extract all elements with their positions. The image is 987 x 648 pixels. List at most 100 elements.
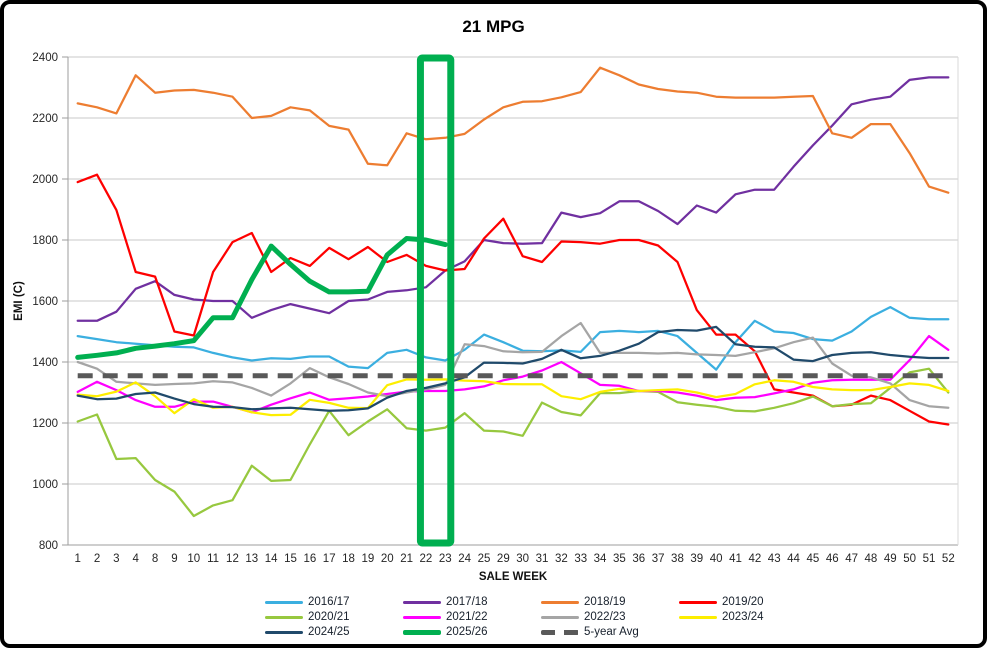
x-tick-label: 39 (690, 553, 703, 565)
legend-label: 2023/24 (722, 611, 764, 623)
x-tick-label: 18 (342, 553, 355, 565)
series-line-2019-20[interactable] (76, 173, 950, 426)
series-line-2018-19[interactable] (76, 66, 950, 194)
x-tick-label: 52 (942, 553, 955, 565)
gridlines: 800 1000 1200 1400 1600 1800 2000 2200 2400 (32, 52, 958, 552)
x-tick-label: 13 (245, 553, 258, 565)
legend-item-2021-22[interactable]: 2021/22 (403, 610, 488, 624)
series-line-2022-23[interactable] (76, 321, 950, 409)
legend-item-2019-20[interactable]: 2019/20 (679, 595, 764, 609)
chart-title: 21 MPG (462, 17, 525, 36)
legend-label: 5-year Avg (584, 626, 639, 638)
x-tick-label: 35 (613, 553, 626, 565)
legend-swatch-2022-23 (541, 615, 579, 619)
x-tick-label: 41 (729, 553, 742, 565)
legend-label: 2022/23 (584, 611, 626, 623)
y-tick-label: 800 (39, 540, 58, 552)
x-tick-label: 44 (787, 553, 800, 565)
series-line-2020-21[interactable] (76, 367, 950, 518)
legend-swatch-2017-18 (403, 600, 441, 604)
x-tick-label: 17 (323, 553, 336, 565)
x-tick-label: 37 (652, 553, 665, 565)
x-tick-label: 21 (400, 553, 413, 565)
x-tick-label: 36 (632, 553, 645, 565)
legend-label: 2021/22 (446, 611, 488, 623)
x-tick-label: 38 (671, 553, 684, 565)
legend-item-2016-17[interactable]: 2016/17 (265, 595, 350, 609)
x-tick-label: 4 (133, 553, 140, 565)
legend-label: 2016/17 (308, 596, 350, 608)
legend-item-2022-23[interactable]: 2022/23 (541, 610, 626, 624)
x-tick-label: 9 (171, 553, 177, 565)
x-tick-label: 12 (226, 553, 239, 565)
y-tick-label: 1600 (32, 296, 58, 308)
x-tick-label: 45 (806, 553, 819, 565)
y-tick-label: 1400 (32, 357, 58, 369)
x-tick-label: 8 (152, 553, 158, 565)
x-tick-label: 42 (748, 553, 761, 565)
x-tick-label: 16 (303, 553, 316, 565)
x-tick-label: 25 (478, 553, 491, 565)
x-tick-label: 29 (497, 553, 510, 565)
legend-item-2017-18[interactable]: 2017/18 (403, 595, 488, 609)
series-line-2017-18[interactable] (76, 76, 950, 322)
legend-swatch-2016-17 (265, 600, 303, 604)
x-tick-label: 22 (420, 553, 433, 565)
legend-swatch-2018-19 (541, 600, 579, 604)
legend-swatch-2019-20 (679, 600, 717, 604)
x-tick-label: 30 (516, 553, 529, 565)
y-tick-label: 2000 (32, 174, 58, 186)
x-tick-label: 31 (536, 553, 549, 565)
x-tick-label: 1 (74, 553, 80, 565)
legend-swatch-2025-26 (403, 629, 441, 635)
legend-label: 2017/18 (446, 596, 488, 608)
legend-item-2025-26[interactable]: 2025/26 (403, 625, 488, 639)
x-tick-label: 34 (594, 553, 607, 565)
legend-swatch-2023-24 (679, 615, 717, 619)
legend-swatch-2024-25 (265, 630, 303, 634)
x-tick-label: 14 (265, 553, 278, 565)
y-tick-label: 1000 (32, 479, 58, 491)
legend-item-2023-24[interactable]: 2023/24 (679, 610, 764, 624)
legend-label: 2020/21 (308, 611, 350, 623)
legend-item-2024-25[interactable]: 2024/25 (265, 625, 350, 639)
legend-swatch-2021-22 (403, 615, 441, 619)
y-tick-label: 1200 (32, 418, 58, 430)
legend-label: 2018/19 (584, 596, 626, 608)
x-tick-label: 50 (903, 553, 916, 565)
y-tick-label: 1800 (32, 235, 58, 247)
series-line-2024-25[interactable] (76, 325, 950, 412)
series-line-2021-22[interactable] (76, 334, 950, 414)
x-tick-label: 23 (439, 553, 452, 565)
highlight-box-current-weeks[interactable] (416, 54, 455, 547)
x-tick-label: 40 (710, 553, 723, 565)
x-tick-label: 43 (768, 553, 781, 565)
x-tick-label: 3 (113, 553, 119, 565)
x-tick-label: 15 (284, 553, 297, 565)
x-tick-label: 49 (884, 553, 897, 565)
x-tick-label: 32 (555, 553, 568, 565)
y-axis-title: EMI (C) (13, 281, 25, 321)
x-tick-label: 51 (923, 553, 936, 565)
legend-item-2018-19[interactable]: 2018/19 (541, 595, 626, 609)
x-tick-label: 2 (94, 553, 100, 565)
legend-label: 2024/25 (308, 626, 350, 638)
legend-item-2020-21[interactable]: 2020/21 (265, 610, 350, 624)
series-line-2025-26[interactable] (75, 236, 448, 360)
y-tick-label: 2200 (32, 113, 58, 125)
legend-swatch-2020-21 (265, 615, 303, 619)
x-tick-label: 10 (187, 553, 200, 565)
x-tick-label: 19 (361, 553, 374, 565)
legend-label: 2025/26 (446, 626, 488, 638)
x-tick-label: 33 (574, 553, 587, 565)
x-axis-title: SALE WEEK (479, 571, 548, 583)
x-tick-label: 20 (381, 553, 394, 565)
x-tick-label: 47 (845, 553, 858, 565)
legend-item-5-year-avg[interactable]: 5-year Avg (541, 625, 639, 639)
x-tick-label: 11 (207, 553, 219, 565)
series-line-2016-17[interactable] (76, 305, 950, 371)
x-tick-labels: 1 2 3 4 8 9 10 11 12 13 14 15 16 17 18 19 20 21 22 23 24 25 29… (74, 553, 954, 565)
